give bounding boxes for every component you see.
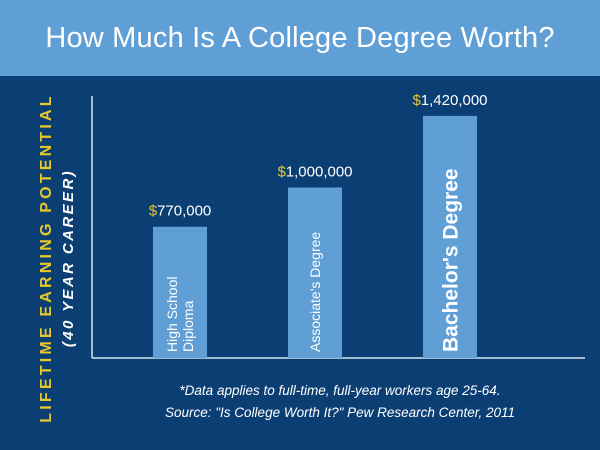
value-label-1: $770,000 [149,203,212,220]
category-label-3: Bachelor's Degree [439,168,462,352]
bar-1 [153,226,207,358]
footnote-source: Source: "Is College Worth It?" Pew Resea… [164,405,515,420]
footnote: *Data applies to full-time, full-year wo… [90,380,590,424]
category-label-1: High SchoolDiploma [164,277,196,353]
bar-3 [423,115,477,358]
chart-title: How Much Is A College Degree Worth? [45,21,555,54]
value-label-3: $1,420,000 [412,92,487,109]
value-label-2: $1,000,000 [277,164,352,181]
category-label-2: Associate's Degree [307,232,323,352]
bar-2 [288,187,342,358]
title-banner: How Much Is A College Degree Worth? [0,0,600,76]
footnote-line1: *Data applies to full-time, full-year wo… [179,383,501,398]
